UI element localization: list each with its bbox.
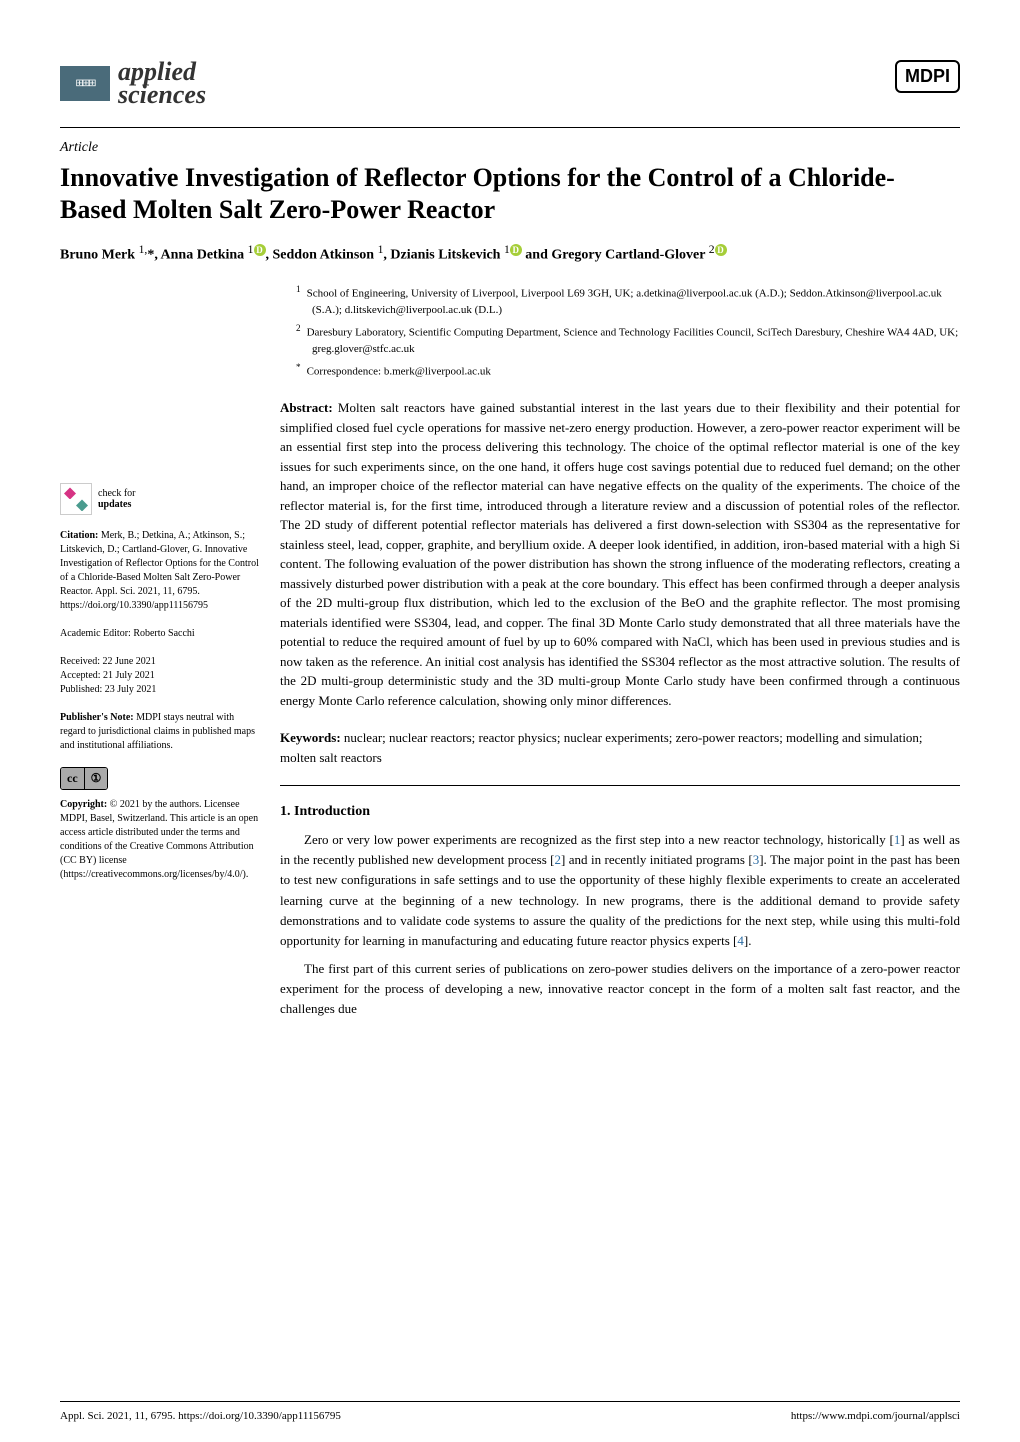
orcid-icon: D xyxy=(254,244,266,256)
publisher-logo: MDPI xyxy=(895,60,960,93)
affiliation-1-text: School of Engineering, University of Liv… xyxy=(307,288,942,316)
ref-2[interactable]: 2 xyxy=(555,852,562,867)
check-for-label: check for xyxy=(98,488,135,499)
received-date: Received: 22 June 2021 xyxy=(60,655,260,669)
dates-block: Received: 22 June 2021 Accepted: 21 July… xyxy=(60,655,260,697)
check-updates-icon xyxy=(60,483,92,515)
citation-block: Citation: Merk, B.; Detkina, A.; Atkinso… xyxy=(60,529,260,613)
note-label: Publisher's Note: xyxy=(60,712,134,723)
published-date: Published: 23 July 2021 xyxy=(60,683,260,697)
ref-1[interactable]: 1 xyxy=(894,832,901,847)
intro-paragraph-2: The first part of this current series of… xyxy=(280,959,960,1019)
page-header: applied sciences MDPI xyxy=(60,60,960,107)
editor-label: Academic Editor: xyxy=(60,628,131,639)
intro-paragraph-1: Zero or very low power experiments are r… xyxy=(280,830,960,951)
cc-badge: cc ① xyxy=(60,767,108,790)
keywords-text: nuclear; nuclear reactors; reactor physi… xyxy=(280,730,923,765)
abstract: Abstract: Molten salt reactors have gain… xyxy=(280,398,960,710)
article-title: Innovative Investigation of Reflector Op… xyxy=(60,162,960,227)
by-icon: ① xyxy=(85,768,108,789)
check-updates-text: check for updates xyxy=(98,488,135,510)
orcid-icon: D xyxy=(510,244,522,256)
orcid-icon: D xyxy=(715,244,727,256)
sidebar: check for updates Citation: Merk, B.; De… xyxy=(60,283,260,1027)
affiliation-2: 2Daresbury Laboratory, Scientific Comput… xyxy=(296,322,960,358)
updates-label: updates xyxy=(98,499,135,510)
journal-logo: applied sciences xyxy=(60,60,206,107)
journal-name-line2: sciences xyxy=(118,83,206,106)
editor-name: Roberto Sacchi xyxy=(133,628,194,639)
editor-block: Academic Editor: Roberto Sacchi xyxy=(60,627,260,641)
copyright-label: Copyright: xyxy=(60,799,107,810)
publishers-note-block: Publisher's Note: MDPI stays neutral wit… xyxy=(60,711,260,753)
ref-4[interactable]: 4 xyxy=(737,933,744,948)
citation-text: Merk, B.; Detkina, A.; Atkinson, S.; Lit… xyxy=(60,530,259,611)
copyright-block: Copyright: © 2021 by the authors. Licens… xyxy=(60,798,260,882)
citation-label: Citation: xyxy=(60,530,98,541)
article-authors: Bruno Merk 1,*, Anna Detkina 1D, Seddon … xyxy=(60,243,960,264)
ref-3[interactable]: 3 xyxy=(753,852,760,867)
keywords: Keywords: nuclear; nuclear reactors; rea… xyxy=(280,728,960,767)
article-type: Article xyxy=(60,140,960,156)
check-updates-badge[interactable]: check for updates xyxy=(60,483,260,515)
content-wrapper: check for updates Citation: Merk, B.; De… xyxy=(60,283,960,1027)
correspondence-text: Correspondence: b.merk@liverpool.ac.uk xyxy=(307,365,491,377)
section-divider xyxy=(280,785,960,786)
intro-title: 1. Introduction xyxy=(280,804,960,820)
main-content: 1 School of Engineering, University of Li… xyxy=(280,283,960,1027)
footer-right: https://www.mdpi.com/journal/applsci xyxy=(791,1410,960,1422)
affiliation-1: 1School of Engineering, University of Li… xyxy=(296,283,960,319)
page-footer: Appl. Sci. 2021, 11, 6795. https://doi.o… xyxy=(60,1401,960,1422)
accepted-date: Accepted: 21 July 2021 xyxy=(60,669,260,683)
abstract-label: Abstract: xyxy=(280,400,333,415)
correspondence: *Correspondence: b.merk@liverpool.ac.uk xyxy=(296,361,960,381)
cc-icon: cc xyxy=(61,768,85,789)
abstract-text: Molten salt reactors have gained substan… xyxy=(280,400,960,708)
affiliation-2-text: Daresbury Laboratory, Scientific Computi… xyxy=(307,327,959,355)
cc-license-badge: cc ① xyxy=(60,767,260,790)
header-divider xyxy=(60,127,960,128)
affiliations: 1School of Engineering, University of Li… xyxy=(280,283,960,380)
footer-left: Appl. Sci. 2021, 11, 6795. https://doi.o… xyxy=(60,1410,341,1422)
journal-name: applied sciences xyxy=(118,60,206,107)
journal-icon xyxy=(60,66,110,101)
keywords-label: Keywords: xyxy=(280,730,341,745)
copyright-text: © 2021 by the authors. Licensee MDPI, Ba… xyxy=(60,799,258,880)
